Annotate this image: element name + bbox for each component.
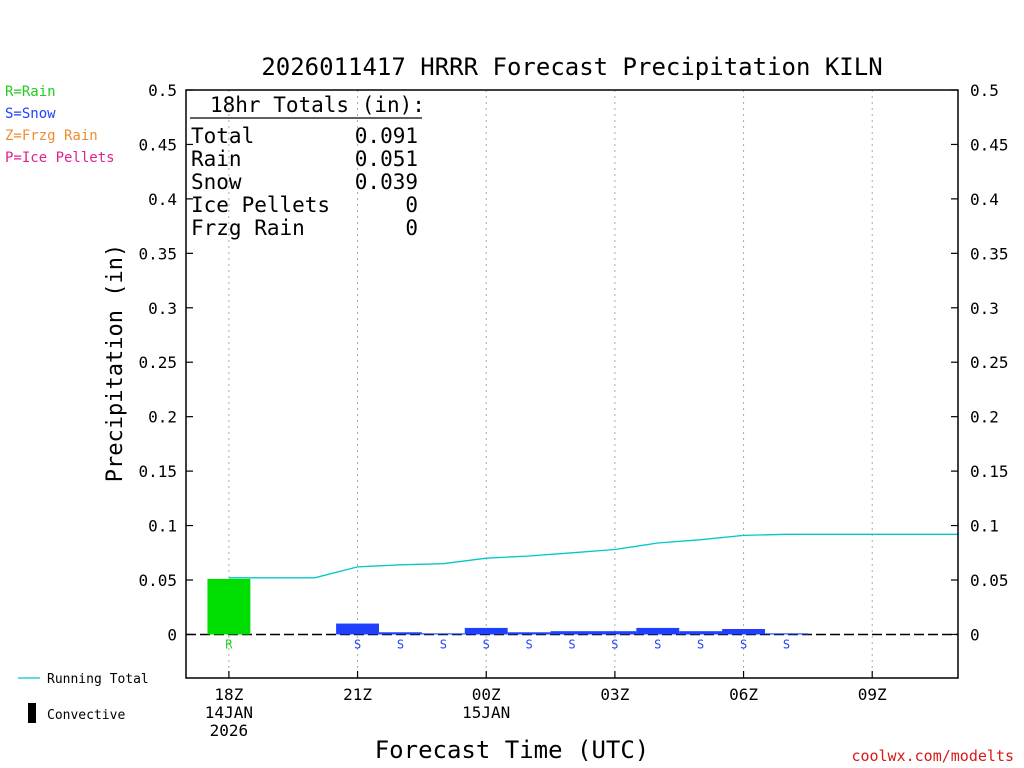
convective-legend-label: Convective [47, 708, 125, 723]
y-tick-label-left: 0 [167, 625, 177, 644]
x-tick-label: 06Z [729, 685, 758, 704]
plot-frame [185, 89, 959, 679]
precip-type-label: S [483, 637, 490, 651]
precip-type-label: S [568, 637, 575, 651]
y-tick-label-left: 0.1 [148, 517, 177, 536]
precip-type-key: R=Rain S=Snow Z=Frzg Rain P=Ice Pellets [5, 84, 115, 166]
totals-rows: Total 0.091 Rain 0.051 Snow 0.039 Ice Pellets 0… [191, 124, 418, 240]
type-key-item: Z=Frzg Rain [5, 128, 98, 144]
totals-box: 18hr Totals (in): Total 0.091 Rain 0.051 Sno… [190, 93, 425, 240]
y-tick-label-right: 0.45 [970, 135, 1009, 154]
bar [722, 629, 765, 635]
y-tick-label-right: 0.05 [970, 571, 1009, 590]
precip-type-label: S [397, 637, 404, 651]
y-tick-label-left: 0.15 [138, 462, 177, 481]
y-tick-label-left: 0.3 [148, 299, 177, 318]
bar [593, 631, 637, 635]
totals-row-value: 0.051 [355, 147, 418, 171]
y-axis-label: Precipitation (in) [103, 244, 128, 482]
y-tick-label-left: 0.5 [148, 81, 177, 100]
y-axis-ticks: 0 00.05 0.050.1 0.10.15 0.150.2 0.20.25 0.250.… [138, 81, 1008, 644]
y-tick-label-right: 0.25 [970, 353, 1009, 372]
y-tick-label-left: 0.05 [138, 571, 177, 590]
x-tick-label: 21Z [343, 685, 372, 704]
running-total-series [228, 533, 958, 579]
precip-type-label: S [697, 637, 704, 651]
totals-row-value: 0 [405, 216, 418, 240]
y-tick-label-right: 0.3 [970, 299, 999, 318]
bar [464, 627, 508, 635]
running-total-legend-label: Running Total [47, 672, 149, 687]
precip-type-label: S [740, 637, 747, 651]
x-tick-label: 18Z [214, 685, 243, 704]
bar [207, 578, 251, 635]
y-tick-label-right: 0 [970, 625, 980, 644]
type-key-item: R=Rain [5, 84, 56, 100]
precip-type-label: S [440, 637, 447, 651]
grid-lines [186, 90, 958, 678]
chart-title: 2026011417 HRRR Forecast Precipitation K… [261, 53, 882, 81]
precip-type-label: S [783, 637, 790, 651]
y-tick-label-right: 0.4 [970, 190, 999, 209]
y-tick-label-right: 0.1 [970, 517, 999, 536]
y-tick-label-right: 0.2 [970, 408, 999, 427]
bar [636, 627, 680, 635]
running-total-line [228, 533, 958, 579]
convective-legend-swatch [28, 703, 36, 723]
bar [679, 631, 723, 635]
bar [765, 633, 808, 635]
y-tick-label-right: 0.35 [970, 244, 1009, 263]
x-axis-label: Forecast Time (UTC) [375, 736, 650, 764]
precip-type-label: R [225, 637, 233, 651]
y-tick-label-right: 0.5 [970, 81, 999, 100]
totals-row-label: Snow [191, 170, 242, 194]
bar [421, 633, 465, 635]
precip-type-label: S [611, 637, 618, 651]
totals-row-label: Ice Pellets [191, 193, 330, 217]
bar [336, 623, 379, 635]
x-tick-label: 15JAN [462, 703, 510, 722]
y-tick-label-left: 0.35 [138, 244, 177, 263]
type-key-item: P=Ice Pellets [5, 150, 115, 166]
totals-row-label: Rain [191, 147, 242, 171]
x-tick-label: 09Z [858, 685, 887, 704]
credit-text: coolwx.com/modelts [851, 747, 1014, 765]
x-tick-label: 2026 [210, 721, 249, 740]
precip-type-label: S [354, 637, 361, 651]
legend: Running Total Convective [18, 672, 149, 723]
bar-series [207, 578, 808, 635]
totals-header: 18hr Totals (in): [210, 93, 425, 117]
x-tick-label: 14JAN [205, 703, 253, 722]
totals-row-value: 0.039 [355, 170, 418, 194]
bar [379, 632, 422, 635]
totals-row-label: Total [191, 124, 254, 148]
x-tick-label: 03Z [600, 685, 629, 704]
precip-type-label: S [525, 637, 532, 651]
y-tick-label-left: 0.25 [138, 353, 177, 372]
totals-row-value: 0 [405, 193, 418, 217]
totals-row-label: Frzg Rain [191, 216, 305, 240]
bar [550, 631, 594, 635]
bar [507, 632, 551, 635]
y-tick-label-left: 0.45 [138, 135, 177, 154]
x-tick-label: 00Z [472, 685, 501, 704]
y-tick-label-left: 0.4 [148, 190, 177, 209]
type-key-item: S=Snow [5, 106, 56, 122]
totals-row-value: 0.091 [355, 124, 418, 148]
y-tick-label-right: 0.15 [970, 462, 1009, 481]
precip-type-label: S [654, 637, 661, 651]
y-tick-label-left: 0.2 [148, 408, 177, 427]
